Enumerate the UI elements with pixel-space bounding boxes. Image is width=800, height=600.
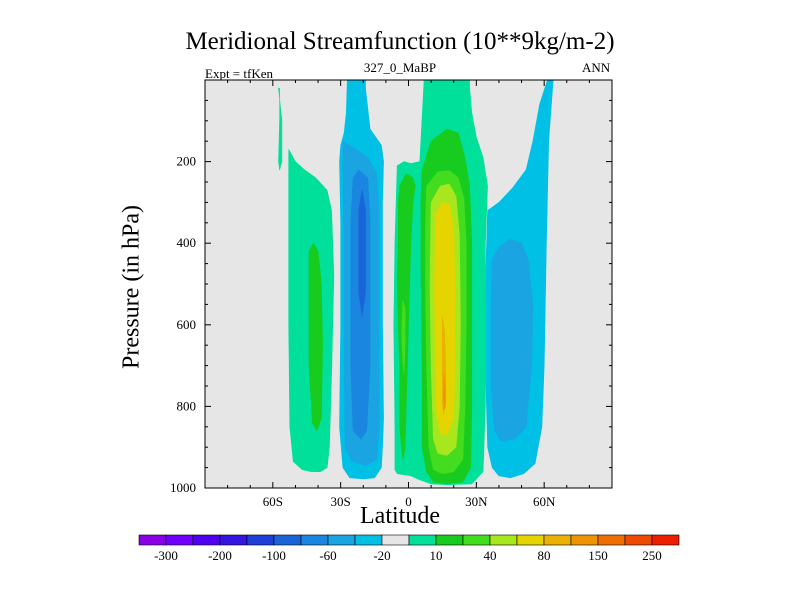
x-tick-label: 0 (405, 494, 412, 509)
season-label: ANN (582, 60, 611, 75)
experiment-label: Expt = tfKen (205, 66, 273, 81)
colorbar-swatch (138, 534, 167, 546)
colorbar-label: 150 (588, 548, 608, 563)
case-label: 327_0_MaBP (363, 60, 437, 75)
colorbar-label: -20 (373, 548, 390, 563)
y-tick-label: 800 (177, 398, 197, 413)
colorbar-swatch (327, 534, 356, 546)
axis-ticks: 60S 30S 0 30N 60N 200 400 600 800 1000 (170, 80, 613, 509)
x-tick-label: 60S (263, 494, 283, 509)
x-tick-label: 60N (533, 494, 556, 509)
colorbar: -300 -200 -100 -60 -20 10 40 80 150 250 (138, 534, 680, 563)
contour-region-10 (396, 173, 416, 460)
contour-region-6 (358, 189, 366, 317)
colorbar-label: -200 (208, 548, 232, 563)
colorbar-swatch (273, 534, 302, 546)
colorbar-swatch (219, 534, 248, 546)
colorbar-label: 250 (642, 548, 662, 563)
y-tick-label: 600 (177, 317, 197, 332)
colorbar-label: -60 (319, 548, 336, 563)
colorbar-swatch (246, 534, 275, 546)
colorbar-label: 80 (538, 548, 551, 563)
colorbar-swatch (597, 534, 626, 546)
contour-region-12 (401, 299, 406, 375)
y-tick-label: 1000 (170, 480, 196, 495)
colorbar-swatch (462, 534, 491, 546)
colorbar-swatch (543, 534, 572, 546)
chart-title: Meridional Streamfunction (10**9kg/m-2) (185, 28, 615, 55)
x-tick-label: 30N (465, 494, 488, 509)
colorbar-label: -300 (154, 548, 178, 563)
contour-region-8 (490, 238, 534, 442)
colorbar-swatch (570, 534, 599, 546)
contour-region-15 (434, 202, 456, 436)
colorbar-swatch (435, 534, 464, 546)
colorbar-label: -100 (262, 548, 286, 563)
colorbar-swatch (300, 534, 329, 546)
contour-region-17 (443, 373, 446, 411)
contour-region-0 (278, 87, 283, 171)
colorbar-swatch (354, 534, 383, 546)
colorbar-swatch (381, 534, 410, 546)
contour-region-2 (308, 242, 323, 432)
y-tick-label: 400 (177, 235, 197, 250)
colorbar-swatch (516, 534, 545, 546)
x-axis-label: Latitude (360, 503, 440, 529)
contour-regions (278, 80, 554, 486)
colorbar-label: 10 (430, 548, 443, 563)
colorbar-swatch (165, 534, 194, 546)
colorbar-swatch (408, 534, 437, 546)
colorbar-swatch (624, 534, 653, 546)
y-tick-label: 200 (177, 154, 197, 169)
colorbar-swatch (489, 534, 518, 546)
colorbar-swatch (651, 534, 680, 546)
colorbar-label: 40 (484, 548, 497, 563)
x-tick-label: 30S (331, 494, 351, 509)
colorbar-swatch (192, 534, 221, 546)
